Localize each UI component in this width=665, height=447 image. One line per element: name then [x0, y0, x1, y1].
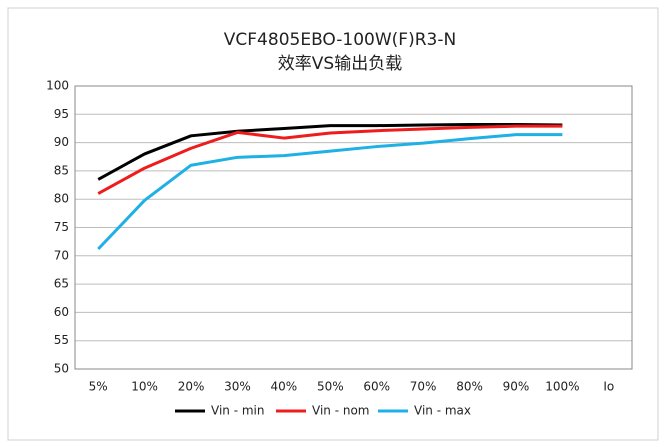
y-tick-label: 55	[54, 333, 69, 347]
y-tick-label: 50	[54, 362, 69, 376]
x-tick-label: 60%	[363, 380, 390, 394]
y-tick-label: 100	[46, 79, 69, 93]
x-tick-label: 80%	[456, 380, 483, 394]
y-tick-label: 70	[54, 248, 69, 262]
y-tick-label: 90	[54, 135, 69, 149]
y-tick-label: 80	[54, 192, 69, 206]
series-line	[97, 122, 563, 181]
x-tick-label: 100%	[545, 380, 579, 394]
x-tick-label: 20%	[178, 380, 205, 394]
plot-border	[74, 85, 633, 370]
chart-subtitle: 效率VS输出负载	[278, 54, 402, 74]
y-tick-label: 65	[54, 277, 69, 291]
legend-label: Vin - min	[211, 404, 264, 418]
series-line	[97, 124, 563, 195]
series-line	[97, 133, 563, 251]
legend-label: Vin - nom	[312, 404, 369, 418]
y-tick-label: 60	[54, 305, 69, 319]
x-tick-label: 30%	[224, 380, 251, 394]
x-tick-label: 70%	[410, 380, 437, 394]
chart-frame	[7, 7, 659, 441]
x-tick-label: 5%	[89, 380, 108, 394]
x-tick-label: 90%	[503, 380, 530, 394]
x-tick-label: 40%	[271, 380, 298, 394]
y-tick-label: 95	[54, 107, 69, 121]
chart-title: VCF4805EBO-100W(F)R3-N	[224, 30, 456, 50]
x-tick-label: 10%	[131, 380, 158, 394]
x-axis-label: Io	[603, 380, 614, 394]
y-tick-label: 75	[54, 220, 69, 234]
x-tick-label: 50%	[317, 380, 344, 394]
y-tick-label: 85	[54, 163, 69, 177]
legend-label: Vin - max	[414, 404, 471, 418]
